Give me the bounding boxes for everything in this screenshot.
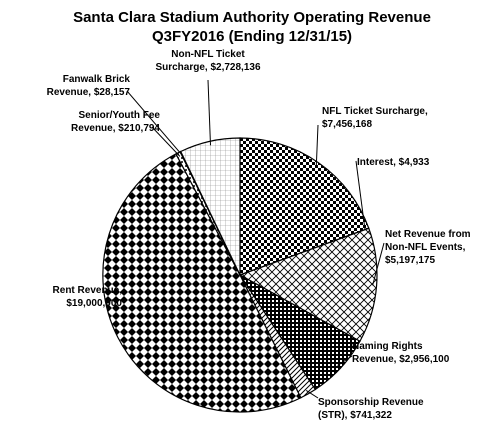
slice-label-line: Sponsorship Revenue [318,397,424,408]
slice-label-line: Revenue, $28,157 [47,87,131,98]
leader-lines [126,79,385,399]
leader-line [372,242,385,286]
slice-label: Senior/Youth Fee Revenue, $210,794 [71,110,160,134]
pie-slices [102,137,378,413]
slice-label-line: Rent Revenue, [53,285,123,296]
slice-label: Naming Rights Revenue, $2,956,100 [352,341,450,365]
slice-label-line: $19,000,000 [66,298,122,309]
leader-line [355,160,366,230]
slice-label: Sponsorship Revenue (STR), $741,322 [318,397,424,421]
slice-label-line: Revenue, $2,956,100 [352,354,450,365]
pie-slice-net-revenue-from-non-nfl-events [238,227,378,343]
chart-title-line1: Santa Clara Stadium Authority Operating … [73,9,431,26]
slice-label-line: Fanwalk Brick [63,74,131,85]
slice-label: Non-NFL Ticket Surcharge, $2,728,136 [155,49,261,73]
leader-line [126,90,183,156]
slice-label-line: Interest, $4,933 [357,157,430,168]
slice-label-line: (STR), $741,322 [318,410,392,421]
chart-title-line2: Q3FY2016 (Ending 12/31/15) [152,28,352,45]
slice-label-line: $5,197,175 [385,255,435,266]
slice-label-line: Net Revenue from [385,229,471,240]
pie-slice-non-nfl-ticket-surcharge [179,137,241,276]
slice-label-line: Revenue, $210,794 [71,123,160,134]
leader-line [305,389,319,399]
slice-label-line: $7,456,168 [322,119,372,130]
leader-line [151,126,181,157]
slice-label: Net Revenue from Non-NFL Events, $5,197,17… [385,229,471,266]
leader-line [337,355,353,366]
leader-line [315,124,319,167]
leader-line [207,79,211,146]
slice-label: Interest, $4,933 [357,157,430,168]
slice-label-line: Non-NFL Ticket [171,49,245,60]
slice-label-line: Senior/Youth Fee [79,110,161,121]
slice-label-line: Surcharge, $2,728,136 [155,62,261,73]
slice-label: NFL Ticket Surcharge, $7,456,168 [322,106,428,130]
slice-label: Rent Revenue, $19,000,000 [53,285,123,309]
slice-label-line: Non-NFL Events, [385,242,466,253]
slice-labels: NFL Ticket Surcharge, $7,456,168 Interest,… [47,49,471,421]
slice-label-line: Naming Rights [352,341,423,352]
slice-label-line: NFL Ticket Surcharge, [322,106,428,117]
pie-slice-rent-revenue [102,153,302,413]
slice-label: Fanwalk Brick Revenue, $28,157 [47,74,131,98]
